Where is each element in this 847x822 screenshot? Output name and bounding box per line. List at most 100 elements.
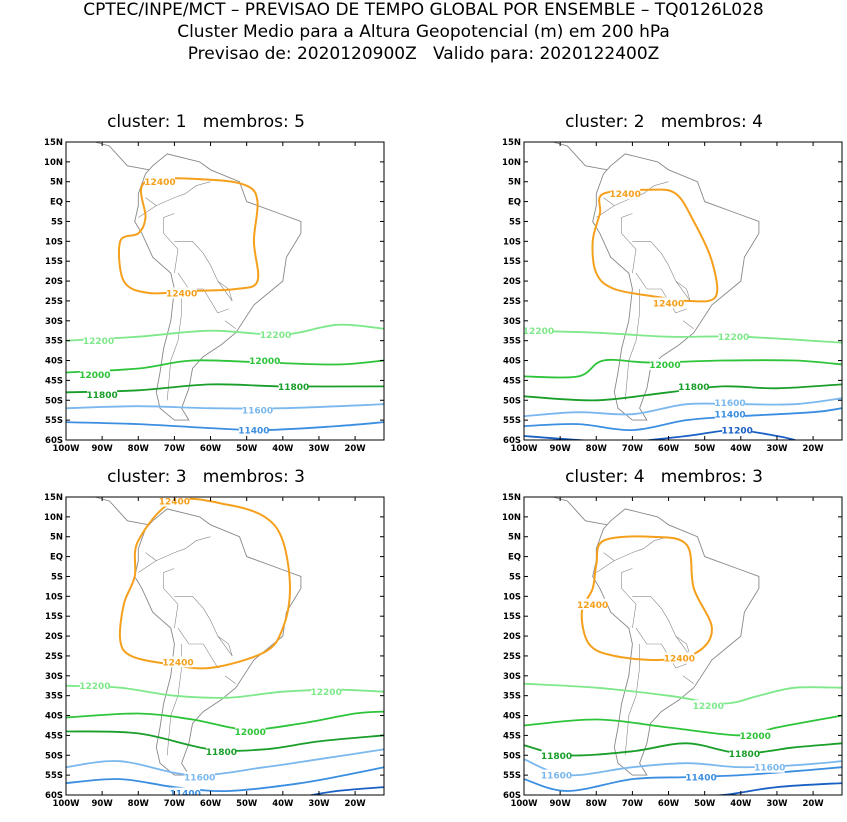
contour-label-bg (718, 331, 749, 343)
country-border (163, 213, 179, 274)
contour-label-bg (693, 700, 724, 712)
lon-tick-label: 70W (164, 444, 186, 454)
lon-tick-label: 60W (658, 799, 680, 809)
lon-tick-label: 50W (694, 444, 716, 454)
lon-tick-label: 40W (272, 799, 294, 809)
coastline-central-america (94, 497, 150, 526)
contour-label: 11800 (86, 391, 117, 401)
lat-tick-label: 25S (503, 652, 521, 662)
contour-label-bg (159, 497, 190, 507)
contour-label-bg (610, 188, 641, 200)
lat-tick-label: 25S (503, 297, 521, 307)
lat-tick-label: 40S (503, 357, 521, 367)
lat-tick-label: 20S (503, 277, 521, 287)
country-border (174, 241, 233, 302)
lat-tick-label: EQ (508, 553, 521, 563)
lat-tick-label: 10S (503, 237, 521, 247)
country-border (675, 635, 691, 656)
contour-label: 12200 (311, 688, 342, 698)
lon-tick-label: 80W (128, 444, 150, 454)
contour-11600 (66, 403, 384, 410)
coastline-central-america (94, 142, 150, 171)
lon-tick-label: 20W (344, 799, 366, 809)
contour-label-bg (83, 335, 114, 347)
country-border (635, 627, 687, 669)
lat-tick-label: 20S (503, 632, 521, 642)
lat-tick-label: 50S (503, 396, 521, 406)
contour-label-bg (235, 725, 266, 737)
panel-cluster-3: cluster: 3 membros: 3 12400 12400 12200 122… (26, 467, 386, 822)
lon-tick-label: 80W (586, 444, 608, 454)
figure-title: CPTEC/INPE/MCT – PREVISAO DE TEMPO GLOBA… (83, 0, 764, 20)
lon-tick-label: 80W (128, 799, 150, 809)
contour-label: 12400 (610, 190, 641, 200)
lat-tick-label: EQ (50, 553, 63, 563)
country-border (682, 675, 694, 684)
lat-tick-label: 35S (503, 692, 521, 702)
coastline-south-america (592, 153, 760, 421)
country-border (624, 289, 640, 401)
contour-label-bg (541, 749, 572, 761)
country-border (621, 568, 637, 629)
map-plot: 12400 12400 12200 12200 12000 12000 11800 11800… (44, 138, 385, 454)
coastline-central-america (552, 497, 608, 526)
lat-tick-label: 10N (44, 158, 63, 168)
lat-tick-label: 15S (45, 612, 63, 622)
country-border (675, 280, 691, 301)
lat-tick-label: 15N (44, 493, 63, 503)
panel-title: cluster: 3 membros: 3 (107, 467, 305, 487)
contour-label-bg (242, 404, 273, 416)
lon-tick-label: 20W (802, 799, 824, 809)
lon-tick-label: 100W (510, 799, 538, 809)
contour-label-bg (524, 325, 554, 337)
contour-12200 (524, 682, 842, 705)
contour-label-bg (170, 787, 201, 795)
lat-tick-label: 15N (502, 138, 521, 148)
contour-label-bg (87, 388, 118, 400)
contour-label: 12400 (653, 299, 684, 309)
lat-tick-label: 15N (502, 493, 521, 503)
contour-12400 (591, 188, 719, 303)
country-border (682, 320, 694, 329)
lon-tick-label: 70W (164, 799, 186, 809)
contour-11400 (66, 766, 384, 793)
panel-cluster-2: cluster: 2 membros: 4 12400 12400 12200 122… (484, 112, 844, 467)
lat-tick-label: 60S (45, 791, 63, 801)
contour-label: 11400 (170, 790, 201, 800)
lat-tick-label: 15S (503, 612, 521, 622)
lat-tick-label: 45S (503, 376, 521, 386)
lat-tick-label: 15S (503, 257, 521, 267)
map-frame (65, 141, 385, 441)
lon-tick-label: 100W (52, 799, 80, 809)
contour-label-bg (577, 598, 608, 610)
contour-label-bg (754, 761, 785, 773)
lat-tick-label: 5S (51, 572, 63, 582)
contour-label: 12200 (260, 331, 291, 341)
coastline-south-america (592, 508, 760, 776)
lat-tick-label: 60S (503, 436, 521, 446)
contour-label: 11600 (714, 399, 745, 409)
country-border (224, 320, 236, 329)
contour-label: 11600 (242, 407, 273, 417)
lat-tick-label: 5S (509, 572, 521, 582)
panel-cluster-4: cluster: 4 membros: 3 12400 12400 12200 120… (484, 467, 844, 822)
lon-tick-label: 30W (766, 799, 788, 809)
lat-tick-label: 20S (45, 277, 63, 287)
contour-label: 11600 (541, 772, 572, 782)
contour-label-bg (206, 745, 237, 757)
contour-label-bg (144, 176, 175, 188)
country-border (138, 552, 157, 573)
contour-11200 (710, 782, 842, 795)
lat-tick-label: 10N (44, 513, 63, 523)
contour-12200 (524, 329, 842, 344)
lat-tick-label: 5S (509, 217, 521, 227)
panel-title: cluster: 1 membros: 5 (107, 112, 305, 132)
lat-tick-label: 60S (45, 436, 63, 446)
lon-tick-label: 80W (586, 799, 608, 809)
contour-label: 11800 (206, 748, 237, 758)
country-border (624, 644, 640, 756)
lat-tick-label: 10S (45, 237, 63, 247)
contour-label: 12400 (144, 178, 175, 188)
coastline-central-america (552, 142, 608, 171)
contour-label-bg (729, 747, 760, 759)
